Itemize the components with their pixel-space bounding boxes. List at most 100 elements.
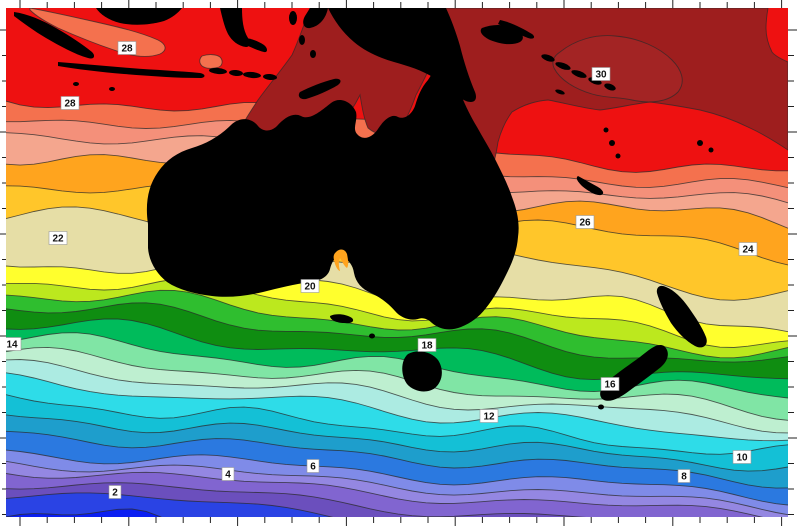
landmass-kangaroo-island — [330, 314, 354, 324]
contour-label-22: 22 — [48, 231, 68, 245]
contour-line-sst-14-15 — [6, 346, 788, 421]
contour-label-box — [221, 467, 235, 481]
landmass-moluccas-1 — [289, 11, 297, 25]
contour-label-text: 24 — [742, 245, 754, 256]
landmass-moluccas-2 — [299, 35, 305, 45]
landmass-new-guinea — [328, 8, 476, 102]
axis-ticks-bottom — [19, 517, 783, 526]
landmass-bass-strait-island — [369, 333, 375, 339]
contour-label-text: 30 — [595, 70, 607, 81]
landmass-java-south-speck-1 — [73, 82, 79, 86]
contour-label-box — [591, 67, 611, 81]
landmass-solomons-5 — [604, 83, 616, 91]
landmass-borneo-south — [96, 8, 182, 25]
contour-line-sst-13-14 — [6, 359, 788, 434]
landmass-fiji-2 — [708, 147, 714, 153]
contour-line-sst-4-5 — [6, 471, 764, 517]
contour-label-box — [738, 242, 758, 256]
contour-label-box — [575, 215, 595, 229]
contour-label-16: 16 — [600, 377, 620, 391]
landmass-java-south-speck-2 — [109, 87, 115, 91]
contour-label-text: 4 — [225, 470, 231, 481]
sst-band-sst-2-3 — [6, 492, 788, 517]
landmass-lesser-sunda-1 — [209, 67, 227, 75]
landmass-solomons-2 — [555, 62, 571, 70]
contour-line-sst-3-4 — [6, 482, 680, 517]
contour-label-box — [48, 231, 68, 245]
contour-line-sst-10-11 — [6, 414, 788, 472]
contour-label-box — [300, 279, 320, 293]
landmass-solomons-6 — [555, 89, 565, 95]
landmass-sumatra — [14, 12, 95, 59]
contour-line-sst-16-17 — [6, 318, 788, 381]
axis-ticks-left — [0, 29, 6, 515]
contour-label-text: 26 — [579, 218, 591, 229]
landmass-new-caledonia — [576, 176, 604, 196]
contour-label-26: 26 — [575, 215, 595, 229]
sst-region-warm-core-30 — [552, 35, 683, 103]
contour-line-sst-below-2 — [6, 508, 162, 517]
contour-line-sst-19-20 — [6, 277, 788, 348]
contour-label-20: 20 — [300, 279, 320, 293]
contour-line-sst-15-16 — [6, 332, 788, 399]
sst-band-sst-below-2 — [6, 509, 788, 517]
contour-label-text: 22 — [52, 234, 64, 245]
contour-label-8: 8 — [677, 469, 691, 483]
landmass-solomons-3 — [571, 70, 587, 78]
contour-label-box — [677, 469, 691, 483]
landmass-moluccas-3 — [310, 50, 316, 58]
contour-label-box — [417, 338, 437, 352]
contour-line-sst-6-8 — [6, 449, 788, 506]
contour-label-2: 2 — [108, 485, 122, 499]
contour-label-28: 28 — [60, 96, 80, 110]
contour-label-24: 24 — [738, 242, 758, 256]
contour-label-text: 10 — [736, 453, 748, 464]
contour-label-6: 6 — [306, 459, 320, 473]
contour-line-sst-12-13 — [6, 372, 788, 442]
landmass-birds-head — [303, 8, 328, 29]
contour-label-text: 20 — [304, 282, 316, 293]
landmass-sulawesi-arm — [240, 38, 267, 53]
landmass-australia — [146, 55, 519, 330]
contour-label-28: 28 — [117, 41, 137, 55]
axis-ticks-right — [788, 29, 797, 515]
landmass-solomons-4 — [588, 77, 602, 85]
contour-label-box — [60, 96, 80, 110]
landmass-sulawesi — [220, 8, 250, 47]
contour-label-box — [600, 377, 620, 391]
contour-label-text: 2 — [112, 488, 118, 499]
contour-label-text: 28 — [64, 99, 76, 110]
contour-label-30: 30 — [591, 67, 611, 81]
water-patch-spencer-gulf-warm-water — [333, 249, 349, 271]
contour-line-sst-8-10 — [6, 430, 788, 489]
contour-label-10: 10 — [732, 450, 752, 464]
landmass-vanuatu-2 — [609, 140, 615, 146]
landmass-solomons-1 — [541, 54, 555, 62]
landmass-stewart-island — [598, 404, 604, 410]
landmass-new-ireland — [498, 20, 535, 39]
contour-label-text: 16 — [604, 380, 616, 391]
sst-region-flores-27-28 — [199, 54, 223, 69]
contour-label-18: 18 — [417, 338, 437, 352]
map-field: 282830282624222018161412108642 — [6, 8, 788, 517]
landmass-vanuatu-1 — [603, 127, 609, 133]
landmass-lesser-sunda-3 — [243, 71, 261, 79]
contour-label-text: 18 — [421, 341, 433, 352]
contour-label-box — [479, 409, 499, 423]
contour-label-text: 28 — [121, 44, 133, 55]
contour-label-text: 12 — [483, 412, 495, 423]
contour-line-sst-11-12 — [6, 394, 788, 455]
contour-label-box — [108, 485, 122, 499]
contour-label-12: 12 — [479, 409, 499, 423]
contour-label-text: 8 — [681, 472, 687, 483]
contour-label-text: 14 — [6, 340, 18, 351]
landmass-vanuatu-3 — [615, 153, 621, 159]
landmass-lesser-sunda-4 — [263, 73, 277, 81]
contour-label-box — [732, 450, 752, 464]
contour-label-14: 14 — [6, 337, 22, 351]
landmass-timor — [298, 78, 341, 100]
landmass-java — [58, 62, 205, 78]
contour-label-text: 6 — [310, 462, 316, 473]
